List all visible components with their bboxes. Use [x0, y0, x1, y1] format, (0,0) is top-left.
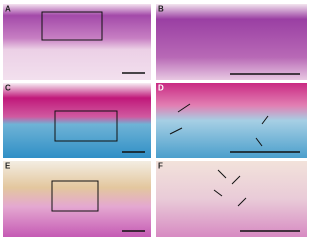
panel-a: A: [3, 4, 151, 80]
panel-f: F: [156, 161, 307, 237]
arrows: [169, 103, 269, 147]
panel-label: F: [158, 162, 163, 171]
panel-c: C: [3, 83, 151, 158]
panel-b: B: [156, 4, 307, 80]
panel-label: B: [158, 5, 164, 14]
panel-label: C: [5, 84, 11, 93]
figure: A B C D E F: [3, 4, 307, 237]
panel-d: D: [156, 83, 307, 158]
panel-label: E: [5, 162, 11, 171]
panel-label: A: [5, 5, 11, 14]
arrows: [213, 169, 247, 207]
panel-e: E: [3, 161, 151, 237]
panel-label: D: [158, 84, 164, 93]
